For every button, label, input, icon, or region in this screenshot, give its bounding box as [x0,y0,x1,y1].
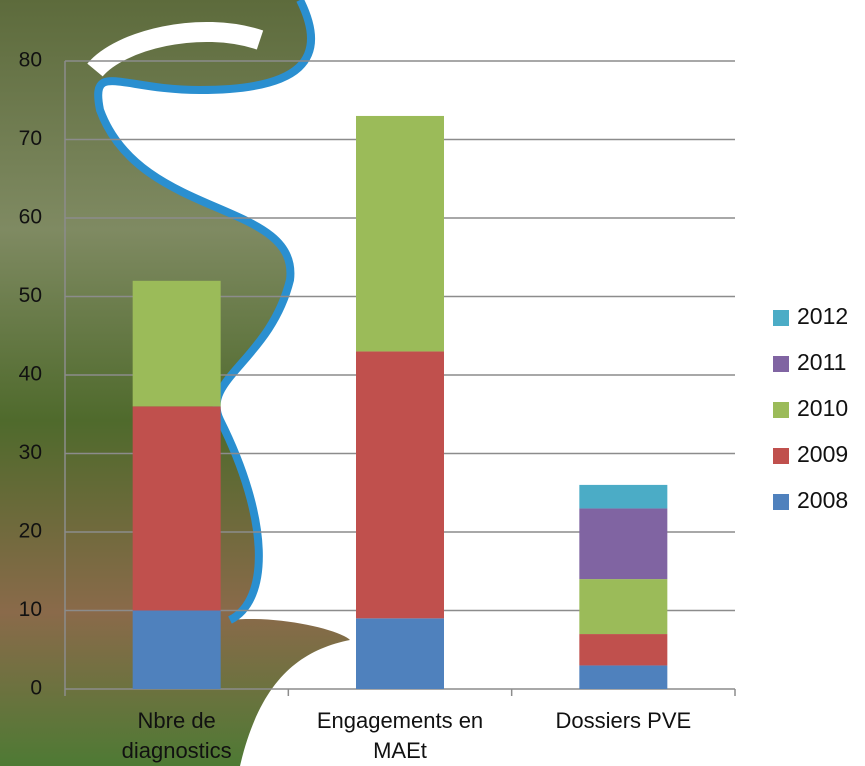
bar-segment [579,665,668,689]
legend-label: 2011 [797,349,846,375]
bar-segment [132,280,221,407]
y-tick-label: 80 [19,49,42,72]
y-tick-label: 70 [19,127,42,150]
legend-swatch [773,448,789,464]
legend-swatch [773,494,789,510]
legend-swatch [773,356,789,372]
bar-segment [132,610,221,689]
legend-label: 2012 [797,303,848,329]
y-tick-label: 40 [19,363,42,386]
bar-segment [579,634,668,666]
bar-segment [579,484,668,509]
y-tick-label: 20 [19,520,42,543]
y-tick-label: 10 [19,598,42,621]
legend-swatch [773,402,789,418]
legend-label: 2008 [797,487,848,513]
y-tick-label: 60 [19,206,42,229]
bar-segment [579,508,668,580]
x-tick-label: Dossiers PVE [555,708,692,733]
bar-segment [356,351,444,619]
bar-segment [356,115,444,352]
y-tick-label: 50 [19,284,42,307]
y-tick-label: 0 [30,677,42,700]
legend-label: 2009 [797,441,848,467]
x-tick-label: Engagements en MAEt [316,708,484,763]
legend-swatch [773,310,789,326]
legend-label: 2010 [797,395,848,421]
x-tick-label: Nbre de diagnostics [121,708,232,763]
y-tick-label: 30 [19,441,42,464]
bar-segment [132,406,221,611]
bar-segment [356,618,444,689]
bar-segment [579,579,668,635]
